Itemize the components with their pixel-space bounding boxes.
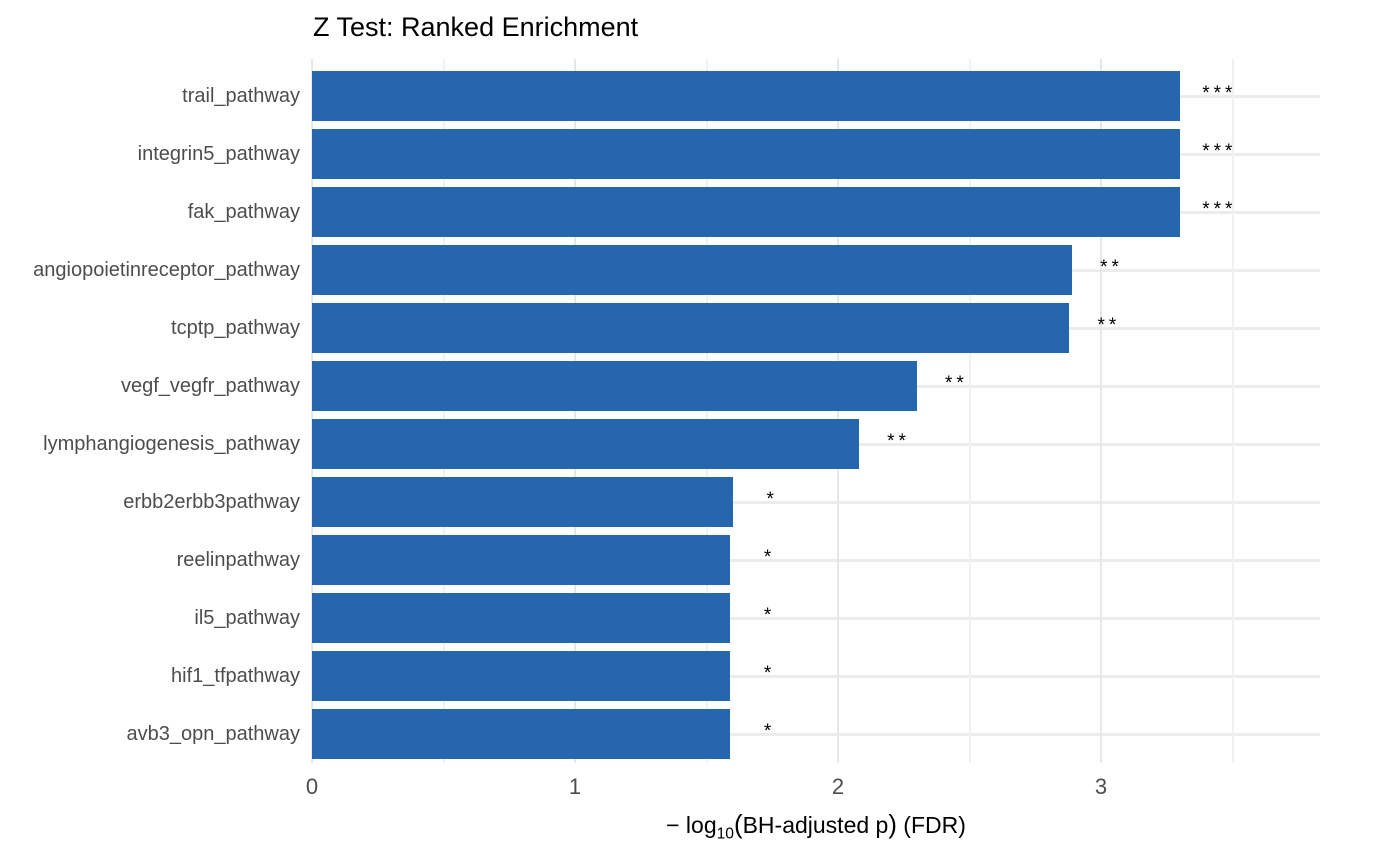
- y-axis-label-avb3_opn_pathway: avb3_opn_pathway: [126, 723, 300, 745]
- gridline-horizontal: [312, 675, 1320, 678]
- bar-reelinpathway: [312, 535, 731, 585]
- significance-stars: **: [1097, 315, 1121, 336]
- bar-angiopoietinreceptor_pathway: [312, 245, 1073, 295]
- x-axis-title-prefix: − log: [666, 812, 717, 838]
- significance-stars: ***: [1202, 199, 1237, 220]
- y-axis-label-lymphangiogenesis_pathway: lymphangiogenesis_pathway: [43, 433, 300, 455]
- bar-avb3_opn_pathway: [312, 709, 731, 759]
- bar-erbb2erbb3pathway: [312, 477, 733, 527]
- x-axis-title-suffix: (FDR): [896, 812, 966, 838]
- x-tick-label-1: 1: [568, 774, 582, 799]
- gridline-vertical-major: [574, 59, 576, 763]
- gridline-horizontal: [312, 733, 1320, 736]
- significance-stars: *: [763, 721, 776, 742]
- x-axis-title-inner: BH-adjusted p: [742, 812, 889, 838]
- gridline-horizontal: [312, 617, 1320, 620]
- bar-vegf_vegfr_pathway: [312, 361, 917, 411]
- gridline-vertical-minor: [705, 59, 708, 763]
- x-axis-title-open-paren: (: [734, 811, 743, 839]
- significance-stars: *: [766, 489, 778, 510]
- y-axis-label-reelinpathway: reelinpathway: [176, 549, 300, 571]
- y-axis-label-erbb2erbb3pathway: erbb2erbb3pathway: [123, 491, 300, 513]
- significance-stars: ***: [1202, 141, 1237, 162]
- x-tick-label-3: 3: [1094, 774, 1108, 799]
- y-axis-label-integrin5_pathway: integrin5_pathway: [137, 143, 300, 165]
- y-axis-label-trail_pathway: trail_pathway: [182, 85, 300, 107]
- bar-trail_pathway: [312, 71, 1180, 121]
- y-axis-label-tcptp_pathway: tcptp_pathway: [171, 317, 300, 339]
- x-axis-title-close-paren: ): [888, 811, 897, 839]
- x-axis-title: − log10(BH-adjusted p) (FDR): [666, 811, 966, 843]
- gridline-horizontal: [312, 559, 1320, 562]
- bar-lymphangiogenesis_pathway: [312, 419, 860, 469]
- gridline-vertical-major: [1100, 59, 1102, 763]
- gridline-horizontal: [312, 501, 1320, 504]
- gridline-vertical-major: [837, 59, 839, 763]
- y-axis-label-il5_pathway: il5_pathway: [194, 607, 300, 629]
- bar-hif1_tfpathway: [312, 651, 731, 701]
- gridline-vertical-minor: [442, 59, 445, 763]
- y-axis-label-hif1_tfpathway: hif1_tfpathway: [171, 665, 300, 687]
- x-tick-label-0: 0: [305, 774, 319, 799]
- significance-stars: **: [1100, 257, 1123, 278]
- significance-stars: *: [763, 547, 776, 568]
- y-axis-label-fak_pathway: fak_pathway: [187, 201, 300, 223]
- x-axis-title-subscript: 10: [716, 825, 735, 843]
- y-axis-label-vegf_vegfr_pathway: vegf_vegfr_pathway: [120, 375, 300, 397]
- bar-il5_pathway: [312, 593, 731, 643]
- significance-stars: *: [763, 605, 776, 626]
- significance-stars: **: [887, 431, 910, 452]
- bar-tcptp_pathway: [312, 303, 1070, 353]
- gridline-vertical-minor: [968, 59, 971, 763]
- gridline-vertical-minor: [1231, 59, 1234, 763]
- significance-stars: **: [944, 373, 968, 394]
- bar-integrin5_pathway: [312, 129, 1180, 179]
- significance-stars: ***: [1202, 83, 1237, 104]
- bar-fak_pathway: [312, 187, 1180, 237]
- x-tick-label-2: 2: [831, 774, 845, 799]
- gridline-vertical-major: [311, 59, 313, 763]
- y-axis-label-angiopoietinreceptor_pathway: angiopoietinreceptor_pathway: [33, 259, 300, 281]
- chart-title: Z Test: Ranked Enrichment: [313, 12, 639, 42]
- significance-stars: *: [763, 663, 776, 684]
